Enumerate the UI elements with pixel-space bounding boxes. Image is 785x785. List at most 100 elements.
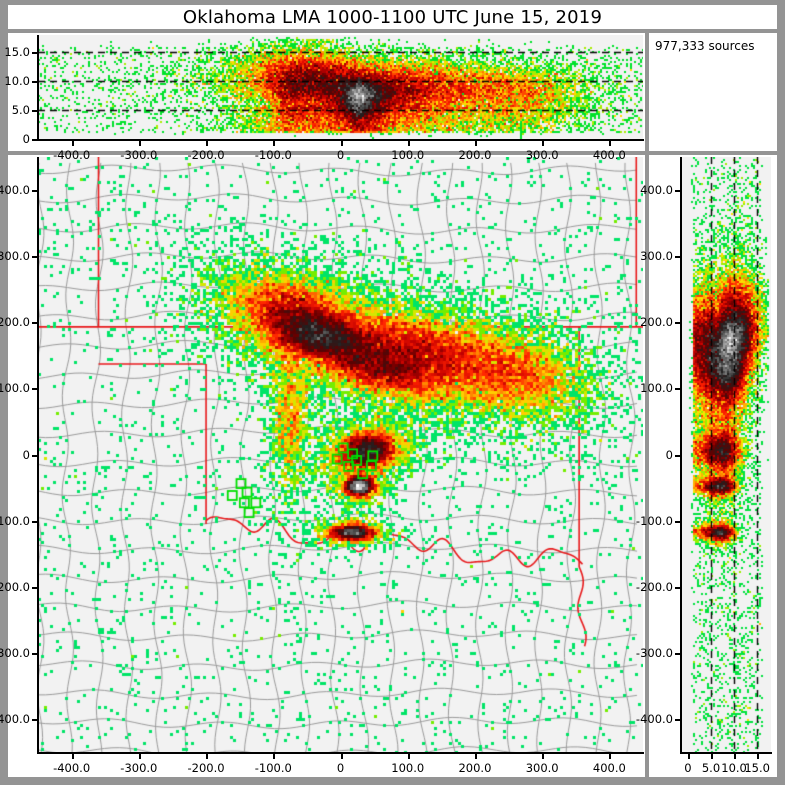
plan-x-tick-label: 100.0: [391, 761, 425, 775]
alt-east-x-tick-label: -400.0: [53, 148, 91, 162]
plan-y-tickmark: [32, 455, 39, 457]
sources-info-panel: 977,333 sources: [649, 33, 777, 151]
plan-x-tickmark: [475, 752, 477, 759]
alt-north-x-tick-label: 15.0: [744, 761, 770, 775]
alt-north-y-tick-label: 0: [665, 447, 673, 462]
alt-north-y-tickmark: [675, 587, 682, 589]
plan-y-tickmark: [32, 719, 39, 721]
plan-y-tickmark: [32, 653, 39, 655]
altitude-vs-north-panel: [649, 155, 777, 777]
plan-x-tickmark: [273, 752, 275, 759]
plan-x-tick-label: 300.0: [525, 761, 559, 775]
plan-y-tick-label: 300.0: [0, 249, 30, 264]
alt-east-x-tickmark: [609, 139, 611, 146]
alt-east-x-tick-label: -100.0: [254, 148, 292, 162]
alt-north-y-tick-label: 300.0: [640, 249, 673, 264]
alt-east-y-tickmark: [32, 110, 39, 112]
alt-east-y-axis-line: [37, 35, 39, 140]
plan-y-tick-label: -100.0: [0, 513, 30, 528]
alt-north-x-tick-label: 10.0: [721, 761, 747, 775]
plan-x-tick-label: -400.0: [53, 761, 91, 775]
plan-x-tick-label: -100.0: [254, 761, 292, 775]
altitude-vs-east-plot[interactable]: [38, 35, 643, 139]
alt-north-y-tick-label: 400.0: [640, 183, 673, 198]
alt-east-y-tick-label: 15.0: [4, 45, 30, 60]
alt-east-x-tick-label: -300.0: [120, 148, 158, 162]
altitude-vs-north-density-canvas: [681, 157, 771, 752]
sources-count-label: 977,333 sources: [655, 39, 755, 53]
alt-north-y-tickmark: [675, 455, 682, 457]
alt-north-x-tick-label: 0: [684, 761, 692, 775]
alt-east-x-tickmark: [408, 139, 410, 146]
plan-y-tick-label: -400.0: [0, 711, 30, 726]
alt-east-x-tick-label: 100.0: [391, 148, 425, 162]
alt-east-y-tick-label: 10.0: [4, 74, 30, 89]
alt-north-y-tick-label: 100.0: [640, 381, 673, 396]
alt-north-y-tickmark: [675, 388, 682, 390]
plan-view-plot[interactable]: [38, 157, 643, 752]
alt-north-y-tickmark: [675, 322, 682, 324]
alt-east-y-tick-label: 0: [22, 132, 30, 146]
plan-y-tickmark: [32, 587, 39, 589]
alt-north-y-tick-label: -100.0: [635, 513, 673, 528]
altitude-vs-north-plot[interactable]: [681, 157, 771, 752]
plan-x-tick-label: -300.0: [120, 761, 158, 775]
plan-view-map-canvas: [38, 157, 643, 752]
plan-x-tick-label: 0: [336, 761, 345, 775]
alt-north-x-axis-line: [680, 752, 772, 754]
alt-north-x-tick-label: 5.0: [701, 761, 721, 775]
title-bar: Oklahoma LMA 1000-1100 UTC June 15, 2019: [8, 5, 777, 29]
plan-x-tickmark: [72, 752, 74, 759]
alt-east-x-tick-label: 400.0: [592, 148, 626, 162]
alt-north-y-tickmark: [675, 653, 682, 655]
plan-x-tickmark: [408, 752, 410, 759]
plan-view-panel: [8, 155, 645, 777]
page-title: Oklahoma LMA 1000-1100 UTC June 15, 2019: [182, 6, 603, 28]
plan-x-tickmark: [341, 752, 343, 759]
plan-y-tick-label: -200.0: [0, 579, 30, 594]
alt-east-y-tickmark: [32, 52, 39, 54]
plan-y-tick-label: 100.0: [0, 381, 30, 396]
alt-north-y-tickmark: [675, 521, 682, 523]
plan-x-axis-line: [37, 752, 644, 754]
plan-y-tick-label: -300.0: [0, 645, 30, 660]
alt-east-x-tickmark: [273, 139, 275, 146]
alt-east-y-tick-label: 5.0: [11, 103, 30, 118]
alt-east-y-tickmark: [32, 139, 39, 141]
alt-north-y-tickmark: [675, 719, 682, 721]
alt-north-x-tickmark: [711, 752, 713, 759]
plan-y-tickmark: [32, 521, 39, 523]
altitude-vs-east-panel: [8, 33, 645, 151]
plan-y-tickmark: [32, 190, 39, 192]
plan-x-tick-label: -200.0: [187, 761, 225, 775]
plan-y-tick-label: 0: [22, 447, 30, 462]
alt-east-x-tickmark: [341, 139, 343, 146]
plan-x-tickmark: [206, 752, 208, 759]
alt-east-x-tick-label: -200.0: [187, 148, 225, 162]
alt-east-x-tickmark: [475, 139, 477, 146]
plan-y-tickmark: [32, 388, 39, 390]
alt-north-x-tickmark: [757, 752, 759, 759]
alt-east-x-tick-label: 0: [336, 148, 345, 162]
alt-east-y-tickmark: [32, 81, 39, 83]
alt-east-x-axis-line: [37, 139, 644, 141]
plan-y-tick-label: 400.0: [0, 183, 30, 198]
alt-east-x-tickmark: [72, 139, 74, 146]
plan-x-tick-label: 400.0: [592, 761, 626, 775]
altitude-vs-east-density-canvas: [38, 35, 643, 139]
alt-north-y-tickmark: [675, 190, 682, 192]
alt-east-x-tickmark: [542, 139, 544, 146]
alt-north-y-tick-label: 200.0: [640, 315, 673, 330]
alt-north-y-tick-label: -200.0: [635, 579, 673, 594]
plan-y-tick-label: 200.0: [0, 315, 30, 330]
alt-north-y-tickmark: [675, 256, 682, 258]
alt-east-x-tickmark: [206, 139, 208, 146]
alt-north-y-tick-label: -400.0: [635, 711, 673, 726]
alt-north-x-tickmark: [734, 752, 736, 759]
alt-north-x-tickmark: [688, 752, 690, 759]
alt-north-y-tick-label: -300.0: [635, 645, 673, 660]
plan-x-tickmark: [542, 752, 544, 759]
alt-east-x-tick-label: 200.0: [458, 148, 492, 162]
alt-east-x-tick-label: 300.0: [525, 148, 559, 162]
